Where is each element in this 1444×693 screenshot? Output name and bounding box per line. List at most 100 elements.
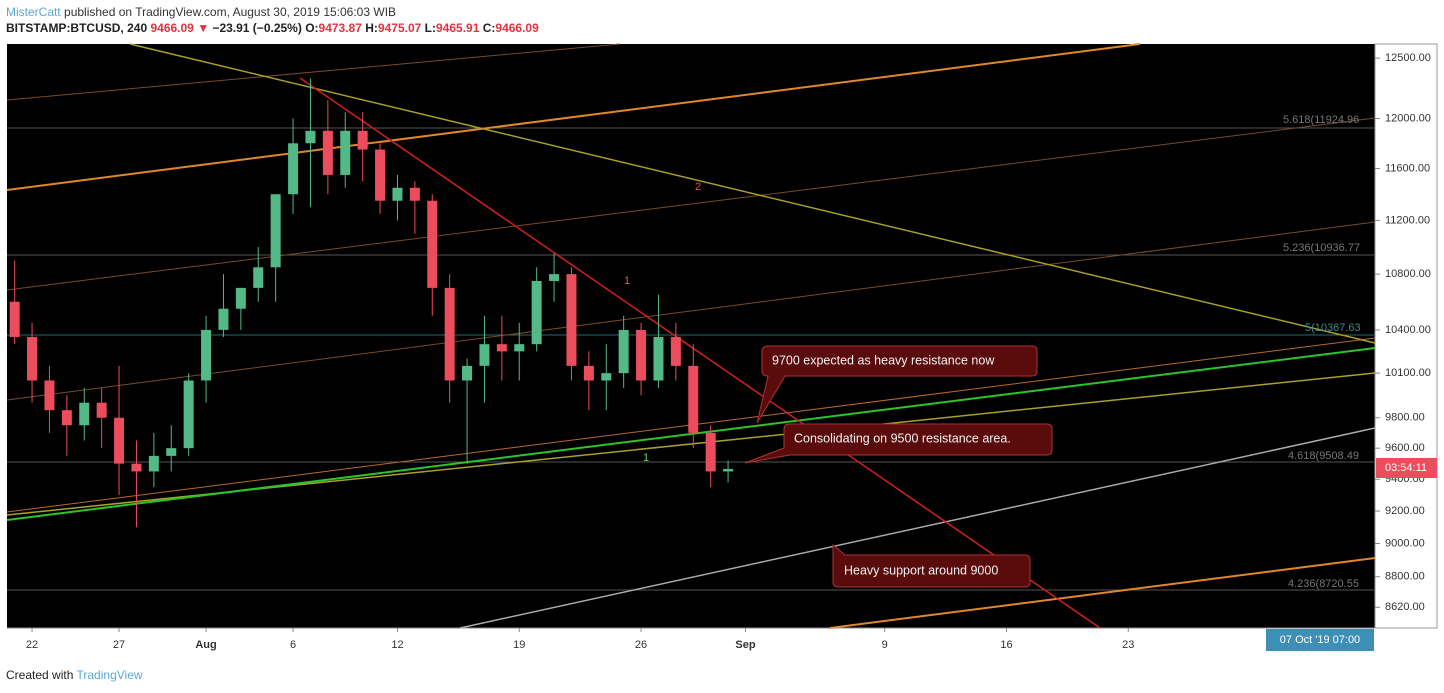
footer: Created with TradingView bbox=[6, 668, 143, 682]
candle-body bbox=[183, 380, 194, 449]
down-arrow: ▼ bbox=[197, 21, 210, 35]
author[interactable]: MisterCatt bbox=[6, 5, 61, 19]
high: 9475.07 bbox=[377, 21, 422, 35]
candle-body bbox=[462, 365, 473, 381]
header: MisterCatt published on TradingView.com,… bbox=[6, 4, 539, 36]
channel-line bbox=[6, 221, 1376, 401]
x-tick-label: 23 bbox=[1122, 639, 1134, 651]
channel-line bbox=[6, 43, 621, 101]
callout-box bbox=[744, 423, 1053, 464]
published: published on TradingView.com, August 30,… bbox=[60, 5, 397, 19]
candle-body bbox=[531, 280, 542, 345]
candle-body bbox=[340, 130, 351, 175]
candle-body bbox=[357, 130, 368, 150]
callout-text: Heavy support around 9000 bbox=[844, 563, 998, 577]
chart: 9700 expected as heavy resistance now Co… bbox=[6, 43, 1438, 651]
candle-body bbox=[392, 187, 403, 201]
o-label: O: bbox=[305, 21, 319, 35]
candle-body bbox=[583, 365, 594, 381]
candle-body bbox=[148, 455, 159, 472]
candle-body bbox=[566, 274, 577, 366]
candle-body bbox=[636, 329, 647, 381]
candle-body bbox=[375, 149, 386, 201]
candle-body bbox=[218, 308, 229, 330]
wave-label: 2 bbox=[695, 181, 701, 193]
candle-body bbox=[688, 365, 699, 433]
countdown: 03:54:11 bbox=[1385, 462, 1427, 474]
c-label: C: bbox=[482, 21, 496, 35]
candle-body bbox=[549, 274, 560, 281]
candle-body bbox=[201, 329, 212, 381]
y-tick-label: 9000.00 bbox=[1385, 537, 1425, 549]
plot-bg bbox=[7, 44, 1375, 628]
close: 9466.09 bbox=[495, 21, 539, 35]
x-tick-label: Sep bbox=[735, 639, 755, 651]
callout-text: Consolidating on 9500 resistance area. bbox=[794, 431, 1011, 445]
y-tick-label: 12000.00 bbox=[1385, 112, 1431, 124]
fib-label: 4.236(8720.55 bbox=[1288, 578, 1359, 590]
h-label: H: bbox=[365, 21, 378, 35]
candle-body bbox=[496, 344, 507, 352]
l-label: L: bbox=[424, 21, 436, 35]
fib-label: 5.236(10936.77 bbox=[1283, 242, 1360, 254]
y-tick-label: 10100.00 bbox=[1385, 367, 1431, 379]
change: −23.91 (−0.25%) bbox=[212, 21, 302, 35]
x-tick-label: 6 bbox=[290, 639, 296, 651]
y-tick-label: 8800.00 bbox=[1385, 571, 1425, 583]
candle-body bbox=[705, 432, 716, 472]
trend-line bbox=[459, 427, 1376, 629]
callout-box bbox=[832, 543, 1031, 588]
low: 9465.91 bbox=[436, 21, 480, 35]
trend-line bbox=[6, 347, 1376, 521]
y-tick-label: 9800.00 bbox=[1385, 412, 1425, 424]
candle-body bbox=[79, 402, 90, 426]
candle-body bbox=[288, 143, 299, 195]
candle-body bbox=[9, 301, 20, 338]
candle-body bbox=[670, 337, 681, 366]
brand[interactable]: TradingView bbox=[76, 668, 143, 682]
last-price: 9466.09 bbox=[150, 21, 194, 35]
countdown-box bbox=[1376, 458, 1437, 478]
candle-body bbox=[235, 287, 246, 309]
wave-label: 1 bbox=[624, 275, 630, 287]
candle-body bbox=[44, 380, 55, 411]
axes: 12500.00 12000.00 11600.00 11200.00 10800.00… bbox=[26, 52, 1431, 651]
candle-body bbox=[723, 468, 734, 472]
channel-line bbox=[829, 557, 1376, 629]
candle-body bbox=[409, 187, 420, 201]
channel-line bbox=[6, 43, 1141, 191]
candle-body bbox=[322, 130, 333, 175]
fib-label: 5(10367.63 bbox=[1305, 322, 1361, 334]
trend-line bbox=[299, 77, 1101, 629]
symbol: BITSTAMP:BTCUSD, 240 bbox=[6, 21, 148, 35]
candle-body bbox=[131, 463, 142, 472]
x-tick-label: 12 bbox=[391, 639, 403, 651]
x-tick-label: 22 bbox=[26, 639, 38, 651]
created-with: Created with bbox=[6, 668, 74, 682]
fib-label: 4.618(9508.49 bbox=[1288, 450, 1359, 462]
callouts: 9700 expected as heavy resistance now Co… bbox=[624, 114, 1361, 590]
fib-label: 5.618(11924.96 bbox=[1283, 114, 1359, 126]
candle-body bbox=[61, 410, 72, 426]
y-tick-label: 11200.00 bbox=[1385, 214, 1430, 226]
x-tick-label: 16 bbox=[1000, 639, 1012, 651]
cursor-date-box bbox=[1266, 629, 1374, 651]
candle-body bbox=[305, 130, 316, 144]
x-tick-label: 19 bbox=[513, 639, 525, 651]
callout-text: 9700 expected as heavy resistance now bbox=[772, 353, 995, 367]
callout-box bbox=[756, 345, 1038, 424]
y-tick-label: 8620.00 bbox=[1385, 601, 1425, 613]
y-tick-label: 9600.00 bbox=[1385, 442, 1425, 454]
candle-body bbox=[270, 194, 281, 268]
candle-body bbox=[601, 373, 612, 381]
candle-body bbox=[253, 267, 264, 288]
cursor-date: 07 Oct '19 07:00 bbox=[1280, 634, 1360, 646]
x-tick-label: Aug bbox=[195, 639, 216, 651]
candles bbox=[9, 78, 734, 528]
price-axis bbox=[1374, 43, 1438, 629]
candle-body bbox=[618, 329, 629, 374]
y-tick-label: 12500.00 bbox=[1385, 52, 1431, 64]
channel-line bbox=[6, 117, 1376, 291]
x-tick-label: 9 bbox=[882, 639, 888, 651]
candle-body bbox=[514, 344, 525, 352]
